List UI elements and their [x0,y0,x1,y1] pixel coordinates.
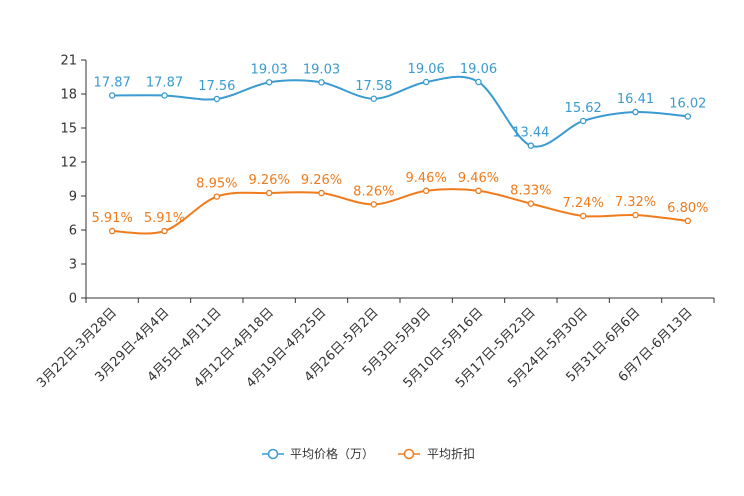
series-layer: 17.87 17.87 17.56 19.03 19.03 17.58 19.06 19.06… [92,62,708,235]
data-point [475,78,482,86]
data-label: 13.44 [512,126,549,141]
data-point [265,189,273,197]
data-point [632,108,639,116]
y-axis: 0 3 6 9 12 15 18 21 [60,54,87,307]
y-tick-label: 3 [69,258,77,273]
data-label: 19.06 [408,62,445,77]
legend-label-discount: 平均折扣 [427,446,475,461]
y-tick-label: 9 [69,190,77,205]
legend-label-price: 平均价格（万） [290,446,374,461]
data-label: 17.58 [355,79,392,94]
data-label: 19.06 [460,62,497,77]
data-label: 6.80% [667,201,708,216]
data-point [213,95,221,103]
y-tick-label: 12 [60,156,77,171]
y-tick-label: 0 [69,292,77,307]
data-label: 9.26% [249,173,290,188]
x-axis: 3月22日-3月28日3月29日-4月4日4月5日-4月11日4月12日-4月1… [34,297,715,391]
data-point [632,211,639,219]
y-tick-label: 21 [60,54,77,69]
data-point [370,201,378,208]
data-point [527,142,535,149]
legend-item-price[interactable]: 平均价格（万） [262,446,374,461]
data-label: 19.03 [303,62,340,77]
data-label: 9.46% [458,171,499,186]
data-label: 17.87 [94,75,131,90]
data-point [579,212,587,220]
data-point [108,227,116,235]
data-label: 19.03 [251,62,288,77]
data-point [265,79,273,86]
y-tick-label: 15 [60,122,77,137]
data-label: 17.87 [146,75,183,90]
data-point [527,200,535,207]
data-label: 16.41 [617,92,654,107]
legend-item-discount[interactable]: 平均折扣 [398,446,475,461]
data-point [684,113,692,120]
series-price: 17.87 17.87 17.56 19.03 19.03 17.58 19.06 19.06… [94,62,706,149]
legend[interactable]: 平均价格（万） 平均折扣 [262,446,475,461]
data-point [108,92,116,99]
data-label: 16.02 [669,96,706,111]
data-point [684,217,692,225]
data-point [370,95,378,103]
y-tick-label: 6 [69,224,77,239]
data-point [422,78,430,86]
data-label: 5.91% [144,211,185,226]
data-label: 9.26% [301,173,342,188]
data-label: 7.32% [615,195,656,210]
legend-marker-price [267,448,279,460]
data-point [213,193,221,200]
data-label: 8.95% [196,177,237,192]
y-tick-label: 18 [60,88,77,103]
data-label: 5.91% [92,211,133,226]
data-point [422,187,430,195]
data-label: 7.24% [563,196,604,211]
data-label: 8.33% [510,184,551,199]
data-point [318,79,325,86]
data-label: 9.46% [406,171,447,186]
data-label: 15.62 [565,101,602,116]
data-point [579,117,587,125]
legend-marker-discount [403,448,415,460]
data-label: 17.56 [198,79,235,94]
data-label: 8.26% [353,184,394,199]
data-point [161,92,168,99]
data-point [161,227,168,235]
data-point [475,187,482,195]
data-point [318,189,325,197]
series-discount: 5.91% 5.91% 8.95% 9.26% 9.26% 8.26% 9.46% 9.46%… [92,171,708,235]
